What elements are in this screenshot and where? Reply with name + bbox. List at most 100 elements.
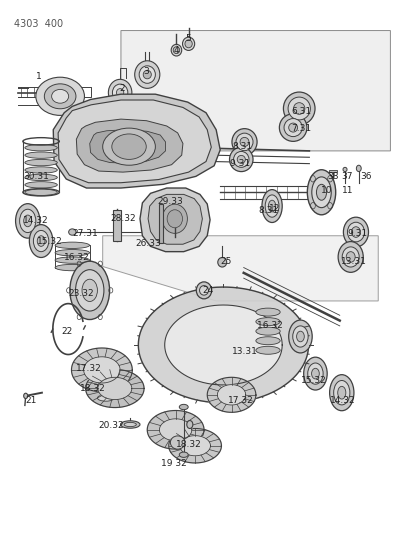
- Ellipse shape: [113, 84, 128, 101]
- Polygon shape: [71, 348, 132, 392]
- Ellipse shape: [308, 363, 323, 384]
- Ellipse shape: [312, 368, 319, 379]
- Ellipse shape: [92, 393, 120, 403]
- Ellipse shape: [179, 452, 188, 457]
- Text: 9.31: 9.31: [348, 229, 368, 238]
- Polygon shape: [217, 385, 246, 405]
- Text: 5: 5: [186, 34, 191, 43]
- Ellipse shape: [304, 357, 327, 390]
- Ellipse shape: [307, 169, 336, 215]
- Ellipse shape: [116, 88, 124, 96]
- Polygon shape: [58, 100, 211, 183]
- Text: 3: 3: [143, 67, 149, 76]
- Ellipse shape: [268, 200, 276, 212]
- Text: 15.32: 15.32: [301, 376, 327, 385]
- Text: 38: 38: [328, 172, 339, 181]
- Ellipse shape: [218, 257, 227, 267]
- Polygon shape: [165, 305, 282, 385]
- Text: 26.33: 26.33: [135, 239, 161, 248]
- Ellipse shape: [69, 229, 76, 235]
- Ellipse shape: [236, 133, 253, 151]
- Polygon shape: [86, 369, 144, 408]
- Text: 13.31: 13.31: [341, 257, 367, 265]
- Ellipse shape: [234, 151, 249, 167]
- Polygon shape: [140, 188, 210, 252]
- Ellipse shape: [44, 84, 76, 109]
- Ellipse shape: [55, 249, 89, 256]
- Ellipse shape: [25, 189, 57, 196]
- Ellipse shape: [288, 97, 310, 120]
- Ellipse shape: [52, 90, 69, 103]
- Ellipse shape: [20, 209, 36, 232]
- Ellipse shape: [103, 128, 155, 165]
- Polygon shape: [76, 119, 183, 172]
- Ellipse shape: [348, 222, 364, 242]
- Ellipse shape: [16, 204, 40, 238]
- Ellipse shape: [25, 152, 57, 158]
- Ellipse shape: [330, 375, 354, 411]
- Ellipse shape: [240, 138, 249, 147]
- Ellipse shape: [293, 326, 308, 347]
- Text: 4303  400: 4303 400: [13, 19, 63, 29]
- Ellipse shape: [312, 177, 331, 208]
- Text: 2: 2: [119, 84, 124, 93]
- Text: 28.32: 28.32: [110, 214, 135, 223]
- Ellipse shape: [338, 386, 346, 399]
- Polygon shape: [103, 236, 378, 301]
- Text: 24: 24: [202, 286, 213, 295]
- Polygon shape: [169, 429, 222, 463]
- Polygon shape: [98, 377, 132, 400]
- Text: 6.31: 6.31: [291, 107, 311, 116]
- Ellipse shape: [171, 436, 185, 449]
- Ellipse shape: [82, 279, 98, 302]
- Ellipse shape: [29, 224, 53, 257]
- Ellipse shape: [75, 270, 104, 311]
- Text: 14.32: 14.32: [23, 216, 49, 225]
- Text: 18.32: 18.32: [175, 440, 202, 449]
- Text: 17.32: 17.32: [228, 395, 254, 405]
- Text: 18.32: 18.32: [80, 384, 106, 393]
- Ellipse shape: [185, 40, 192, 48]
- Text: 4: 4: [174, 46, 179, 55]
- Ellipse shape: [171, 44, 182, 56]
- Text: 29.33: 29.33: [157, 197, 183, 206]
- Text: 15.32: 15.32: [37, 237, 63, 246]
- Ellipse shape: [173, 47, 180, 54]
- Ellipse shape: [120, 421, 140, 428]
- Ellipse shape: [334, 381, 350, 405]
- Ellipse shape: [55, 257, 89, 263]
- Text: 8.31: 8.31: [233, 142, 253, 151]
- Ellipse shape: [279, 114, 307, 141]
- Ellipse shape: [342, 247, 359, 267]
- Ellipse shape: [289, 123, 297, 132]
- Ellipse shape: [237, 156, 245, 164]
- Ellipse shape: [36, 77, 84, 115]
- Ellipse shape: [256, 337, 280, 345]
- Ellipse shape: [139, 66, 155, 83]
- Ellipse shape: [230, 147, 253, 172]
- Bar: [113, 211, 121, 241]
- Ellipse shape: [124, 422, 136, 426]
- Ellipse shape: [25, 159, 57, 166]
- Text: 16 32: 16 32: [257, 321, 282, 330]
- Ellipse shape: [187, 421, 193, 429]
- Ellipse shape: [265, 195, 279, 217]
- Text: 37: 37: [342, 172, 353, 181]
- Polygon shape: [53, 94, 220, 188]
- Ellipse shape: [33, 230, 49, 252]
- Text: 8.31: 8.31: [259, 206, 279, 215]
- Ellipse shape: [143, 70, 151, 79]
- Ellipse shape: [338, 241, 363, 272]
- Ellipse shape: [196, 282, 212, 299]
- Ellipse shape: [25, 174, 57, 181]
- Text: 12: 12: [269, 204, 280, 213]
- Ellipse shape: [284, 118, 302, 136]
- Text: 36: 36: [360, 172, 372, 181]
- Ellipse shape: [297, 331, 304, 342]
- Polygon shape: [160, 419, 192, 441]
- Ellipse shape: [200, 286, 208, 295]
- Polygon shape: [90, 130, 166, 163]
- Ellipse shape: [109, 79, 132, 106]
- Polygon shape: [148, 195, 202, 244]
- Ellipse shape: [24, 393, 28, 399]
